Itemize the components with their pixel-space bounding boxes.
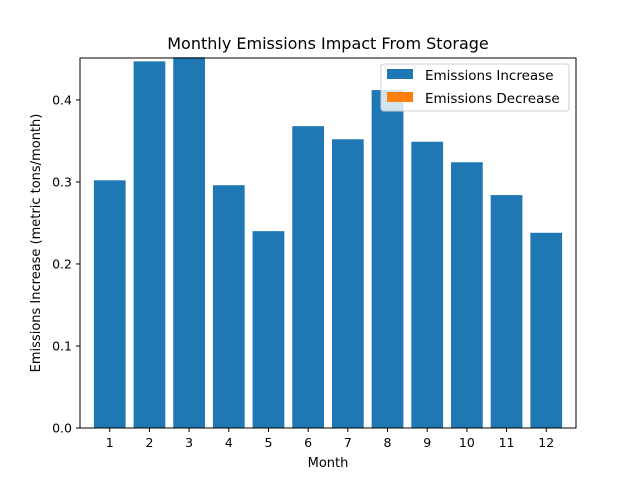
bars — [93, 57, 563, 429]
x-tick-label: 7 — [344, 435, 352, 450]
plot-frame — [79, 57, 577, 429]
legend-swatch-emissions-increase — [387, 69, 413, 79]
legend-label-emissions-increase: Emissions Increase — [425, 68, 554, 84]
bar-series-0-month-12 — [530, 232, 563, 428]
x-axis-ticks: 1 2 3 4 5 6 7 8 9 10 11 12 — [106, 428, 554, 450]
x-tick-label: 5 — [265, 435, 273, 450]
x-tick-label: 3 — [185, 435, 193, 450]
y-tick-label: 0.4 — [52, 92, 72, 107]
x-tick-label: 1 — [106, 435, 114, 450]
y-axis-ticks: 0.0 0.1 0.2 0.3 0.4 — [52, 92, 80, 436]
x-tick-label: 8 — [384, 435, 392, 450]
x-tick-label: 2 — [145, 435, 153, 450]
x-axis-label: Month — [308, 456, 349, 471]
x-tick-label: 6 — [304, 435, 312, 450]
legend-label-emissions-decrease: Emissions Decrease — [425, 91, 560, 107]
bar-series-0-month-1 — [93, 180, 126, 428]
x-tick-label: 11 — [499, 435, 515, 450]
x-tick-label: 12 — [538, 435, 554, 450]
bar-series-0-month-9 — [411, 141, 444, 428]
bar-series-0-month-2 — [133, 61, 166, 429]
bar-series-0-month-7 — [331, 139, 364, 429]
bar-series-0-month-11 — [490, 195, 523, 428]
y-axis-label: Emissions Increase (metric tons/month) — [29, 114, 44, 373]
y-tick-label: 0.0 — [52, 421, 72, 436]
bar-series-0-month-6 — [292, 126, 325, 429]
bar-series-0-month-8 — [371, 90, 404, 428]
legend-box — [380, 63, 570, 112]
bar-series-0-month-5 — [252, 231, 285, 428]
legend-swatch-emissions-decrease — [387, 92, 413, 102]
x-tick-label: 4 — [225, 435, 233, 450]
y-tick-label: 0.2 — [52, 256, 72, 271]
legend: Emissions Increase Emissions Decrease — [380, 63, 570, 112]
bar-series-0-month-4 — [212, 185, 245, 428]
y-tick-label: 0.3 — [52, 174, 72, 189]
chart-title: Monthly Emissions Impact From Storage — [167, 34, 489, 53]
x-tick-label: 10 — [459, 435, 475, 450]
bar-series-0-month-10 — [451, 162, 483, 428]
y-tick-label: 0.1 — [52, 338, 72, 353]
bar-series-0-month-3 — [173, 57, 205, 428]
x-tick-label: 9 — [423, 435, 431, 450]
